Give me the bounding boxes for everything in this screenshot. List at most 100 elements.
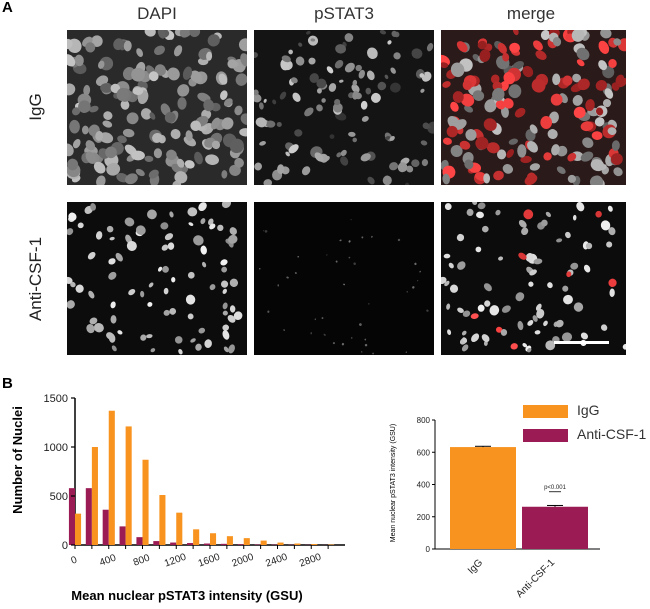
nucleus xyxy=(600,324,608,331)
nucleus xyxy=(88,290,95,299)
nucleus xyxy=(100,83,113,93)
bar-chart-category-label: IgG xyxy=(466,557,485,576)
nucleus xyxy=(89,105,99,113)
nucleus xyxy=(514,107,526,118)
nucleus xyxy=(577,78,590,91)
nucleus xyxy=(110,315,117,324)
nucleus xyxy=(93,161,106,174)
nucleus xyxy=(617,38,626,52)
nucleus xyxy=(475,246,482,253)
nucleus xyxy=(229,227,237,236)
nucleus xyxy=(254,93,262,103)
scale-bar xyxy=(554,341,609,344)
nucleus xyxy=(607,205,613,212)
nucleus xyxy=(340,149,347,157)
nucleus xyxy=(194,151,203,165)
nucleus xyxy=(323,333,326,336)
nucleus xyxy=(348,131,356,137)
nucleus xyxy=(543,152,552,161)
nucleus xyxy=(106,162,121,176)
nucleus xyxy=(218,73,228,85)
nucleus xyxy=(476,211,484,219)
nucleus xyxy=(109,236,115,241)
histogram-bar-anti-csf-1 xyxy=(237,544,244,545)
nucleus xyxy=(177,97,187,110)
nucleus xyxy=(169,211,174,218)
histogram-x-tick-label: 1600 xyxy=(197,552,222,570)
nucleus xyxy=(152,132,163,143)
nucleus xyxy=(567,174,577,183)
nucleus xyxy=(446,125,458,138)
nucleus xyxy=(462,80,472,91)
nucleus xyxy=(67,83,76,96)
nucleus xyxy=(359,323,362,326)
nucleus xyxy=(444,280,450,287)
nucleus xyxy=(441,62,449,69)
histogram-x-axis-label: Mean nuclear pSTAT3 intensity (GSU) xyxy=(71,588,302,603)
nucleus xyxy=(67,143,74,157)
nucleus xyxy=(447,329,452,336)
nucleus xyxy=(493,170,504,181)
nucleus xyxy=(333,102,343,113)
nucleus xyxy=(535,50,547,60)
nucleus xyxy=(163,287,169,295)
nucleus xyxy=(125,173,138,185)
nucleus xyxy=(348,256,351,259)
histogram-bar-anti-csf-1 xyxy=(136,537,143,545)
nucleus xyxy=(69,119,80,134)
nucleus xyxy=(510,343,518,350)
nucleus xyxy=(551,144,560,156)
nucleus xyxy=(360,100,368,110)
nucleus xyxy=(492,87,505,102)
nucleus xyxy=(120,99,130,110)
nucleus xyxy=(332,342,335,345)
nucleus xyxy=(106,332,115,340)
nucleus xyxy=(123,40,132,52)
nucleus xyxy=(444,203,452,211)
nucleus xyxy=(190,338,196,343)
legend-label-anti-csf-1: Anti-CSF-1 xyxy=(577,426,647,442)
nucleus xyxy=(397,162,408,173)
nucleus xyxy=(450,101,459,112)
nucleus xyxy=(190,120,202,132)
nucleus xyxy=(384,74,389,80)
nucleus xyxy=(490,74,500,84)
nucleus xyxy=(154,45,165,56)
histogram-bar-igg xyxy=(226,536,233,545)
nucleus xyxy=(364,343,368,347)
nucleus xyxy=(529,124,538,134)
nucleus xyxy=(144,155,154,163)
histogram-x-tick-label: 0 xyxy=(70,554,79,566)
nucleus xyxy=(77,222,84,229)
nucleus xyxy=(108,271,117,280)
nucleus xyxy=(228,234,238,244)
nucleus xyxy=(170,128,181,140)
histogram-x-tick-label: 2400 xyxy=(264,552,289,570)
histogram-bar-anti-csf-1 xyxy=(68,488,75,545)
nucleus xyxy=(335,44,347,54)
nucleus xyxy=(583,264,591,273)
nucleus xyxy=(552,37,562,47)
nucleus xyxy=(576,202,585,212)
nucleus xyxy=(222,310,228,316)
nucleus xyxy=(179,30,193,38)
nucleus xyxy=(447,115,460,129)
nucleus xyxy=(556,166,566,175)
nucleus xyxy=(501,305,511,313)
nucleus xyxy=(457,261,466,270)
nucleus xyxy=(622,343,626,350)
legend-swatch-igg xyxy=(523,405,568,418)
nucleus xyxy=(470,313,479,320)
histogram-chart: Number of Nuclei Mean nuclear pSTAT3 int… xyxy=(10,393,345,603)
nucleus xyxy=(343,283,346,286)
nucleus xyxy=(160,222,169,230)
nucleus xyxy=(71,107,81,116)
column-label-dapi: DAPI xyxy=(137,4,177,23)
nucleus xyxy=(292,92,301,102)
nucleus xyxy=(390,67,396,74)
nucleus xyxy=(426,43,434,52)
nucleus xyxy=(417,279,419,282)
image-background xyxy=(254,202,434,355)
nucleus xyxy=(379,30,387,35)
nucleus xyxy=(477,40,487,50)
